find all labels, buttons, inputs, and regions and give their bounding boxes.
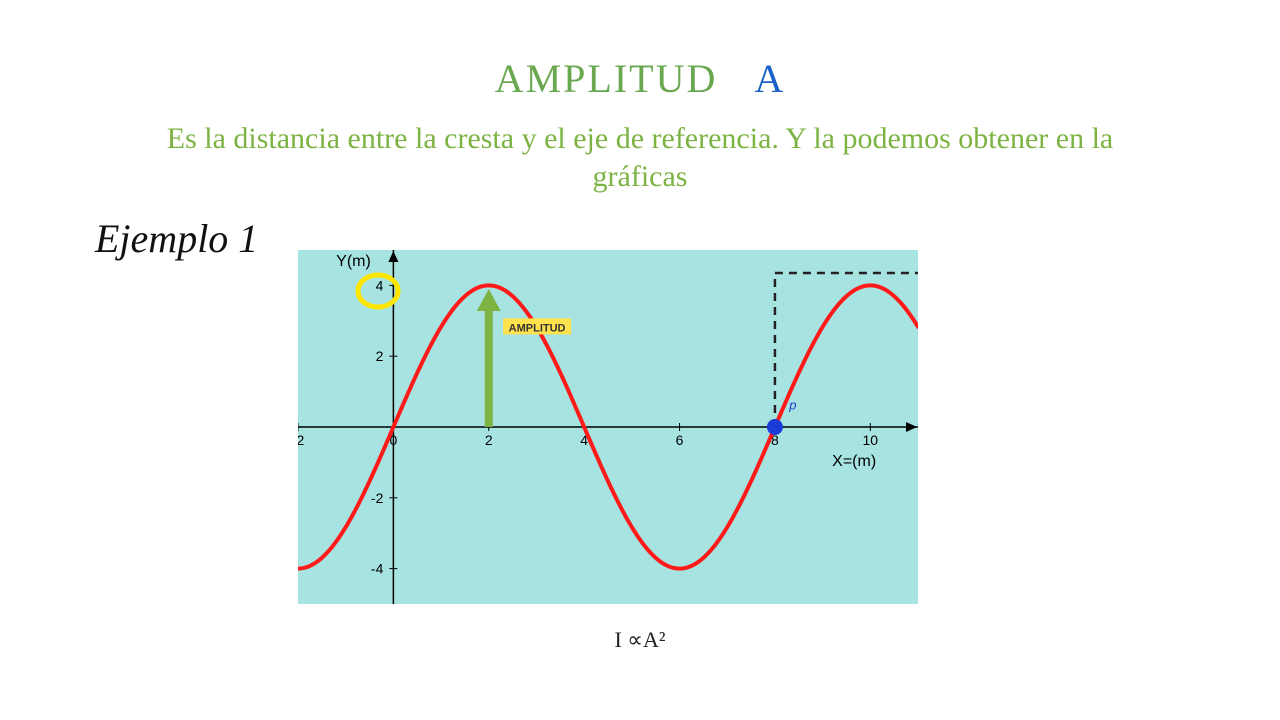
svg-text:6: 6	[676, 432, 684, 448]
svg-text:4: 4	[376, 277, 384, 293]
svg-text:10: 10	[863, 432, 879, 448]
svg-text:Y(m): Y(m)	[336, 253, 371, 270]
footer-formula: I ∝A²	[0, 627, 1280, 653]
svg-text:AMPLITUD: AMPLITUD	[509, 322, 566, 334]
svg-text:-2: -2	[298, 432, 304, 448]
example-label: Ejemplo 1	[95, 215, 258, 262]
svg-text:2: 2	[376, 348, 384, 364]
svg-text:X=(m): X=(m)	[832, 453, 876, 470]
slide-title: AMPLITUD A	[0, 55, 1280, 102]
title-symbol: A	[754, 55, 785, 102]
svg-text:-2: -2	[371, 490, 384, 506]
svg-text:2: 2	[485, 432, 493, 448]
slide-subtitle: Es la distancia entre la cresta y el eje…	[120, 120, 1160, 195]
svg-text:-4: -4	[371, 561, 384, 577]
amplitude-chart: -20246810-4-224AMPLITUDpY(m)X=(m)	[298, 250, 918, 604]
title-main-text: AMPLITUD	[495, 55, 718, 102]
svg-text:p: p	[788, 397, 796, 412]
